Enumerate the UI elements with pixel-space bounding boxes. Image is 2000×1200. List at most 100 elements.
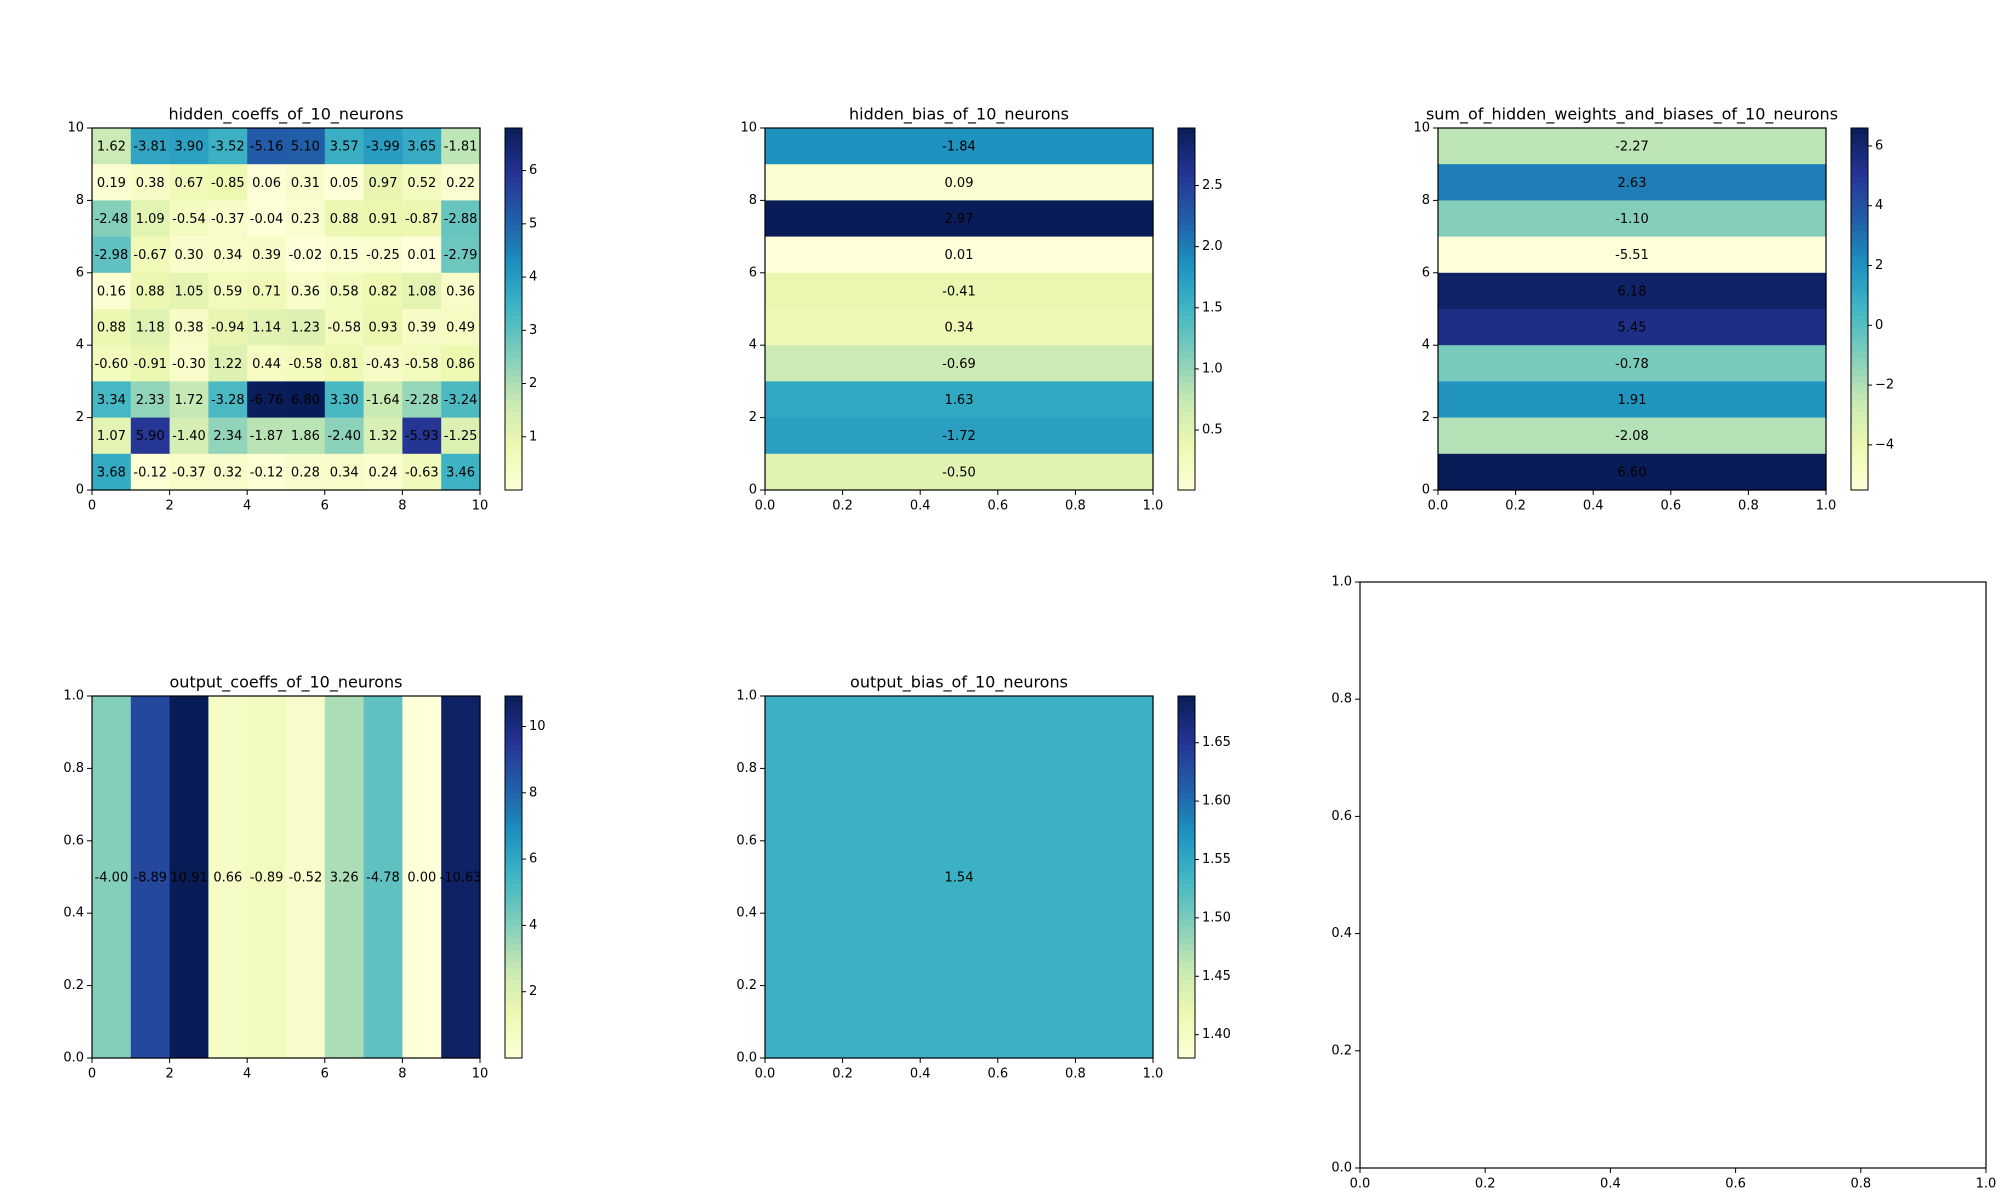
cell-value-label: 0.30 bbox=[175, 248, 204, 263]
colorbar-segment bbox=[505, 254, 522, 262]
colorbar-segment bbox=[1178, 176, 1195, 183]
colorbar-segment bbox=[1178, 877, 1195, 884]
cell-value-label: 3.26 bbox=[330, 871, 359, 886]
heatmap-cell bbox=[363, 128, 403, 165]
y-tick-label: 10 bbox=[740, 121, 757, 136]
y-tick-label: 1.0 bbox=[63, 689, 84, 704]
colorbar-segment bbox=[505, 152, 522, 159]
colorbar-segment bbox=[505, 441, 522, 449]
cell-value-label: 0.19 bbox=[97, 176, 126, 191]
cell-value-label: 1.62 bbox=[97, 140, 126, 155]
cell-value-label: 0.24 bbox=[369, 465, 398, 480]
colorbar-segment bbox=[505, 206, 522, 214]
cell-value-label: 3.57 bbox=[330, 140, 359, 155]
cell-value-label: -1.40 bbox=[172, 429, 206, 444]
axes-frame bbox=[91, 127, 481, 491]
heatmap-cell bbox=[208, 200, 248, 238]
y-tick-label: 8 bbox=[749, 193, 757, 208]
heatmap-cell bbox=[92, 309, 132, 346]
colorbar-segment bbox=[505, 822, 522, 830]
heatmap-cell bbox=[402, 200, 442, 238]
colorbar-frame bbox=[504, 127, 523, 491]
colorbar-segment bbox=[1851, 399, 1868, 407]
colorbar-segment bbox=[1851, 393, 1868, 401]
colorbar-segment bbox=[1178, 931, 1195, 938]
colorbar-segment bbox=[505, 188, 522, 195]
heatmap-cell bbox=[286, 696, 326, 1059]
colorbar-segment bbox=[1178, 465, 1195, 473]
colorbar-segment bbox=[1851, 315, 1868, 322]
heatmap-cell bbox=[208, 309, 248, 346]
colorbar-segment bbox=[1178, 1009, 1195, 1017]
colorbar-tick-label: 1.65 bbox=[1202, 735, 1231, 750]
colorbar-segment bbox=[505, 991, 522, 999]
heatmap-cell bbox=[208, 345, 248, 382]
colorbar-segment bbox=[505, 937, 522, 944]
colorbar-segment bbox=[1178, 483, 1195, 491]
colorbar-segment bbox=[1178, 834, 1195, 842]
heatmap-cell bbox=[363, 272, 403, 310]
colorbar-segment bbox=[1851, 339, 1868, 346]
y-tick-label: 6 bbox=[1422, 265, 1430, 280]
heatmap-cell bbox=[324, 236, 365, 274]
colorbar-segment bbox=[1178, 321, 1195, 328]
cell-value-label: 0.93 bbox=[369, 321, 398, 336]
heatmap-cell bbox=[441, 417, 481, 455]
chart-title: hidden_coeffs_of_10_neurons bbox=[168, 105, 403, 125]
x-tick-label: 0.0 bbox=[1350, 1177, 1371, 1192]
heatmap-cell bbox=[169, 417, 209, 455]
heatmap-cell bbox=[286, 236, 326, 274]
colorbar-segment bbox=[1178, 1021, 1195, 1029]
cell-value-label: 0.49 bbox=[446, 321, 475, 336]
x-tick-label: 1.0 bbox=[1976, 1177, 1997, 1192]
colorbar-segment bbox=[505, 1051, 522, 1059]
cell-value-label: -0.41 bbox=[942, 284, 976, 299]
colorbar-segment bbox=[505, 381, 522, 389]
colorbar-segment bbox=[505, 852, 522, 860]
cell-value-label: 0.36 bbox=[291, 284, 320, 299]
colorbar-segment bbox=[505, 194, 522, 201]
cell-value-label: -0.25 bbox=[366, 248, 400, 263]
heatmap-cell bbox=[324, 453, 365, 491]
cell-value-label: -2.48 bbox=[95, 212, 129, 227]
colorbar-segment bbox=[505, 327, 522, 334]
cell-value-label: -0.87 bbox=[405, 212, 439, 227]
cell-value-label: -2.98 bbox=[95, 248, 129, 263]
colorbar-segment bbox=[1178, 889, 1195, 896]
colorbar-segment bbox=[505, 260, 522, 268]
colorbar-segment bbox=[1178, 242, 1195, 250]
colorbar-tick-label: 3 bbox=[529, 323, 537, 338]
colorbar-tick-label: 2 bbox=[529, 984, 537, 999]
x-tick-label: 0.6 bbox=[1725, 1177, 1746, 1192]
cell-value-label: -0.78 bbox=[1615, 357, 1649, 372]
colorbar-segment bbox=[505, 943, 522, 950]
cell-value-label: 1.86 bbox=[291, 429, 320, 444]
colorbar-segment bbox=[1851, 477, 1868, 485]
x-tick-label: 1.0 bbox=[1816, 499, 1837, 514]
heatmap-cell bbox=[402, 128, 442, 165]
heatmap-cell bbox=[247, 200, 287, 238]
colorbar-segment bbox=[1178, 1027, 1195, 1035]
colorbar-segment bbox=[1178, 726, 1195, 733]
cell-value-label: 0.66 bbox=[213, 871, 242, 886]
x-tick-label: 2 bbox=[165, 1067, 173, 1082]
colorbar-segment bbox=[1178, 315, 1195, 322]
colorbar-segment bbox=[505, 925, 522, 932]
colorbar-segment bbox=[1178, 858, 1195, 866]
colorbar-segment bbox=[1178, 979, 1195, 987]
heatmap-cell bbox=[441, 696, 481, 1059]
colorbar-segment bbox=[1851, 465, 1868, 473]
heatmap-cell bbox=[169, 128, 209, 165]
heatmap-cell bbox=[324, 164, 365, 201]
colorbar-segment bbox=[1851, 296, 1868, 304]
cell-value-label: 0.16 bbox=[97, 284, 126, 299]
cell-value-label: -1.25 bbox=[444, 429, 478, 444]
cell-value-label: 3.46 bbox=[446, 465, 475, 480]
colorbar-tick-label: 6 bbox=[529, 852, 537, 867]
x-tick-label: 0.0 bbox=[755, 499, 776, 514]
heatmap-cell bbox=[169, 272, 209, 310]
colorbar-segment bbox=[1178, 357, 1195, 364]
cell-value-label: 1.22 bbox=[213, 357, 242, 372]
colorbar-segment bbox=[1178, 447, 1195, 455]
cell-value-label: -0.94 bbox=[211, 321, 245, 336]
